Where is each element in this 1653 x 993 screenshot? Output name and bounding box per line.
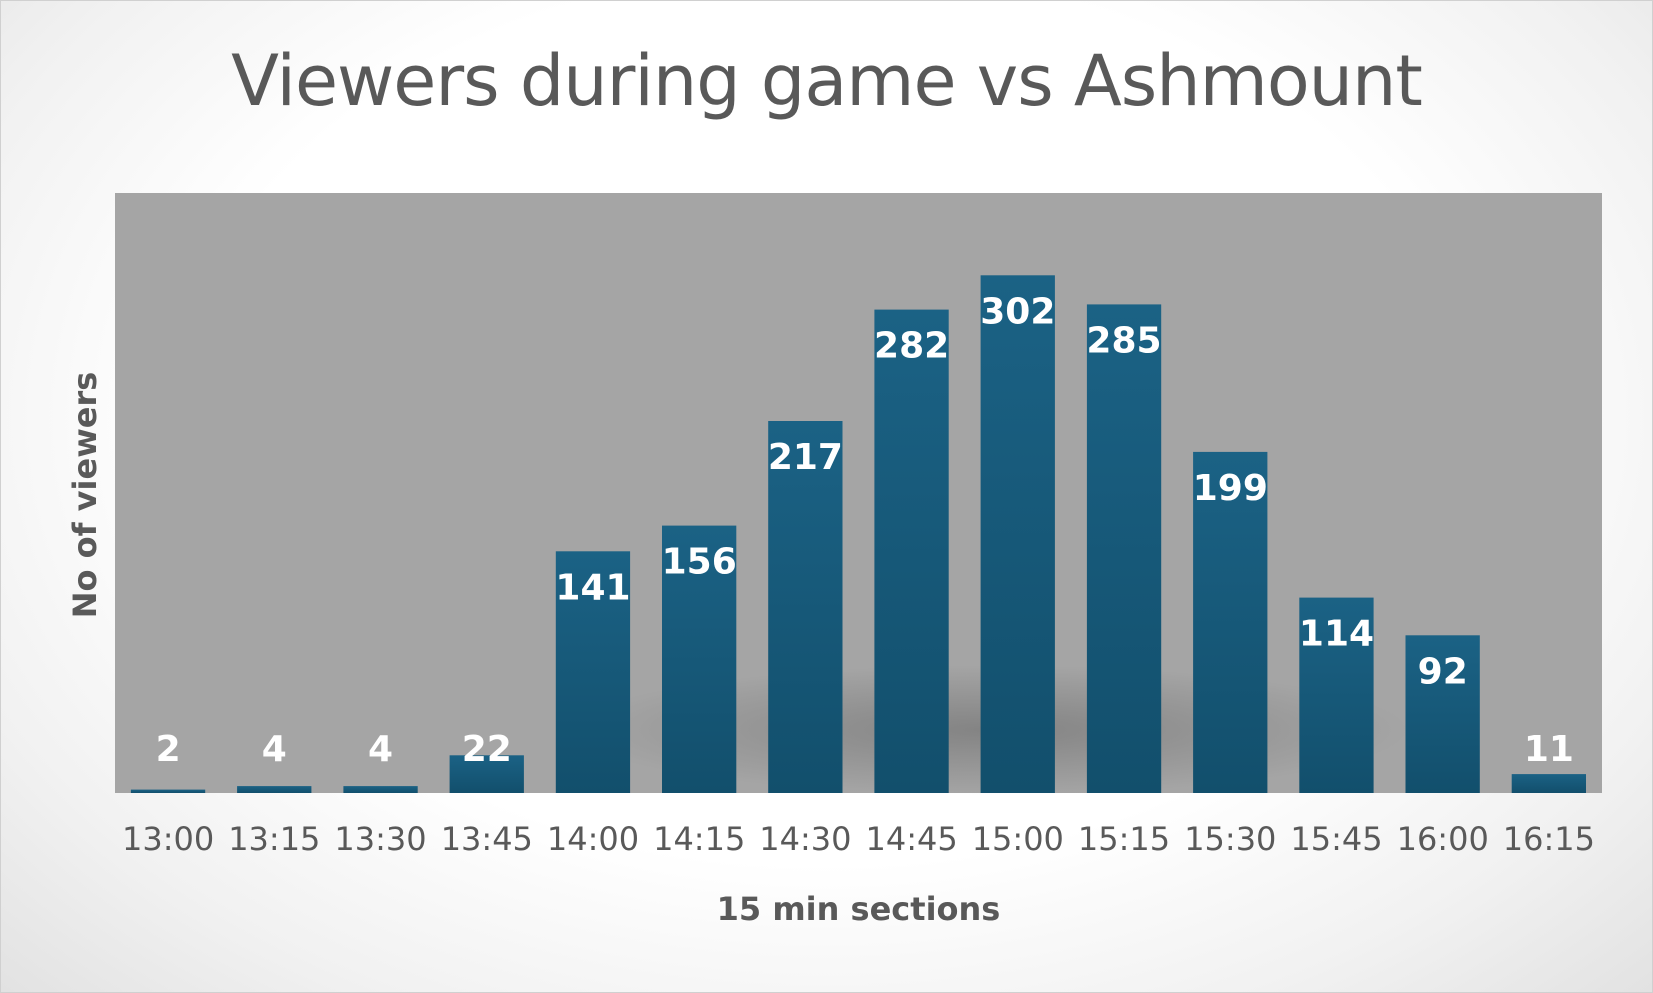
x-tick-label: 13:45	[441, 820, 533, 858]
x-tick-label: 14:45	[865, 820, 957, 858]
bar	[555, 551, 631, 793]
bars	[130, 275, 1586, 793]
data-label: 302	[980, 291, 1055, 332]
data-label: 199	[1193, 468, 1268, 509]
x-tick-label: 16:00	[1397, 820, 1489, 858]
x-tick-label: 16:15	[1503, 820, 1595, 858]
x-tick-label: 14:30	[759, 820, 851, 858]
bar	[1405, 635, 1480, 793]
data-labels: 2 4 4 22 141 156 217 282 302 285 199 114 92 11	[156, 291, 1574, 770]
x-tick-label: 15:00	[972, 820, 1064, 858]
bar	[449, 755, 524, 793]
bar	[130, 789, 206, 793]
bar	[1299, 597, 1374, 793]
data-label: 11	[1524, 729, 1574, 770]
x-tick-label: 15:45	[1290, 820, 1382, 858]
data-label: 4	[262, 729, 287, 770]
bar	[874, 309, 949, 793]
x-axis-label: 15 min sections	[716, 890, 1001, 928]
bar	[1511, 774, 1586, 793]
data-label: 4	[368, 729, 393, 770]
data-label: 141	[555, 567, 630, 608]
data-label: 217	[768, 437, 843, 478]
data-label: 114	[1299, 614, 1374, 655]
chart-title: Viewers during game vs Ashmount	[231, 40, 1423, 122]
bar	[237, 786, 312, 793]
x-tick-label: 15:15	[1078, 820, 1170, 858]
bar	[1193, 451, 1268, 793]
data-label: 156	[662, 542, 737, 583]
bar	[768, 421, 843, 793]
data-label: 22	[462, 729, 512, 770]
x-tick-label: 13:00	[122, 820, 214, 858]
x-tick-label: 13:15	[228, 820, 320, 858]
data-label: 92	[1418, 651, 1468, 692]
bar	[980, 275, 1055, 793]
x-tick-label: 15:30	[1184, 820, 1276, 858]
bar	[662, 525, 737, 793]
x-tick-label: 14:15	[653, 820, 745, 858]
x-tick-label: 13:30	[334, 820, 426, 858]
bar	[343, 786, 418, 793]
data-label: 285	[1086, 320, 1161, 361]
data-label: 2	[156, 729, 181, 770]
data-label: 282	[874, 326, 949, 367]
x-tick-labels: 13:00 13:15 13:30 13:45 14:00 14:15 14:30 14:45…	[122, 820, 1595, 858]
bar	[1086, 304, 1162, 793]
x-tick-label: 14:00	[547, 820, 639, 858]
y-axis-label: No of viewers	[66, 371, 104, 619]
